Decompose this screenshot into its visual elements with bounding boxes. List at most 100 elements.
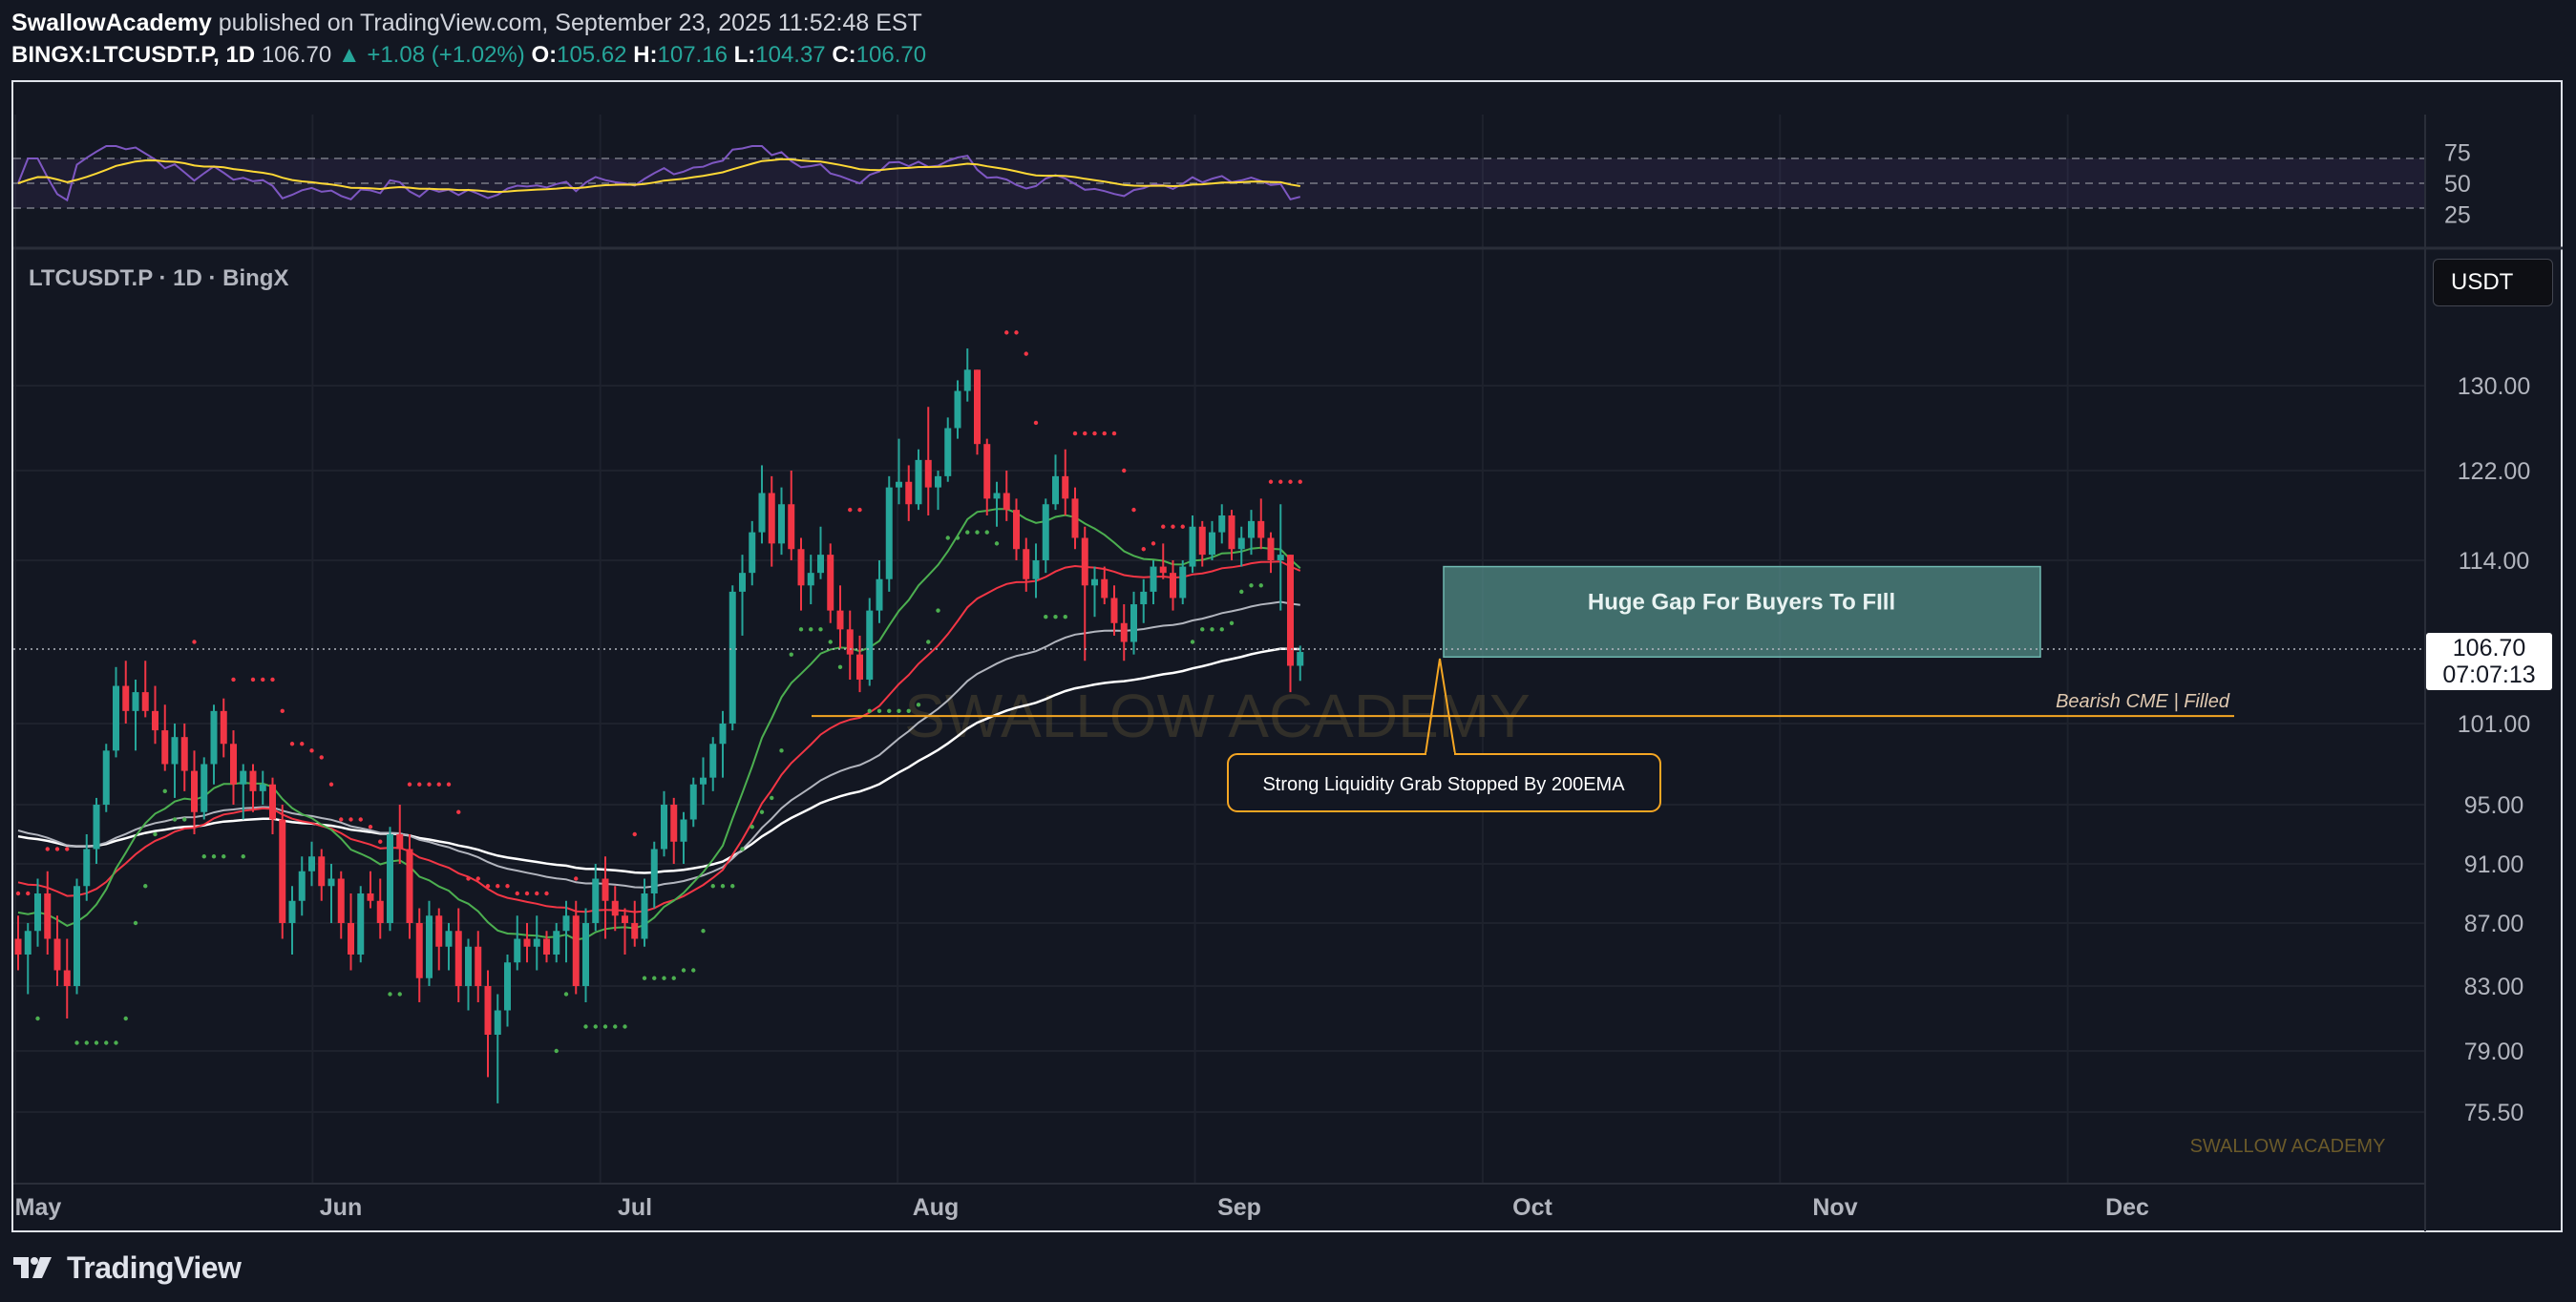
candle-body <box>709 744 717 778</box>
sar-dot <box>26 891 31 896</box>
open-value: 105.62 <box>557 42 627 68</box>
sar-dot <box>289 742 295 746</box>
author-name[interactable]: SwallowAcademy <box>11 10 212 36</box>
candle-body <box>1209 532 1215 556</box>
candle-body <box>885 487 893 579</box>
candle-body <box>778 504 785 544</box>
candle-body <box>1101 578 1109 598</box>
ema100-line <box>17 600 1300 889</box>
candle-body <box>1130 604 1137 642</box>
chart-frame[interactable] <box>11 80 2563 1232</box>
candle-body <box>543 938 550 955</box>
candle-body <box>739 573 746 592</box>
sar-dot <box>535 891 539 896</box>
sar-dot <box>1092 430 1097 436</box>
price-tick: 83.00 <box>2464 974 2524 1000</box>
candle-body <box>63 970 71 986</box>
sar-dot <box>574 876 579 881</box>
sar-dot <box>681 968 686 973</box>
rsi-tick: 50 <box>2444 171 2471 198</box>
sar-dot <box>436 782 441 787</box>
sar-dot <box>828 640 833 644</box>
sar-dot <box>563 992 569 997</box>
sar-dot <box>691 968 696 973</box>
price-tick: 91.00 <box>2464 851 2524 878</box>
candle-body <box>327 878 335 887</box>
time-tick: Dec <box>2105 1194 2149 1221</box>
candle-body <box>836 610 844 630</box>
sar-dot <box>887 708 892 714</box>
sar-dot <box>241 854 245 859</box>
price-axis: 130.00 122.00 114.00 101.00 95.00 91.00 87.00 8… <box>13 115 2563 1231</box>
candle-body <box>993 493 1001 499</box>
candle-body <box>719 724 727 745</box>
price-tick: 75.50 <box>2464 1100 2524 1126</box>
sar-dot <box>1239 589 1244 595</box>
sar-dot <box>15 891 21 896</box>
tradingview-logo-icon[interactable] <box>11 1253 57 1282</box>
sar-dot <box>984 530 989 535</box>
currency-button[interactable]: USDT <box>2433 259 2553 306</box>
sar-dot <box>759 809 765 814</box>
sar-dot <box>192 640 197 644</box>
sar-dot <box>1072 430 1078 436</box>
publish-header: SwallowAcademy published on TradingView.… <box>11 6 922 40</box>
candle-body <box>1297 652 1304 666</box>
candle-body <box>562 915 570 932</box>
sar-dot <box>368 825 373 830</box>
time-tick: Aug <box>913 1194 960 1221</box>
candle-body <box>846 629 854 655</box>
candle-body <box>348 923 354 955</box>
sar-dot <box>1024 351 1028 356</box>
sar-dot <box>1210 627 1214 632</box>
candle-body <box>230 744 237 785</box>
candle-body <box>1042 504 1049 560</box>
candle-body <box>357 893 365 955</box>
time-tick: Jun <box>320 1194 362 1221</box>
sar-dot <box>162 788 167 794</box>
watermark-small: SWALLOW ACADEMY <box>2190 1136 2386 1157</box>
sar-dot <box>515 891 519 896</box>
sar-dot <box>133 920 138 926</box>
sar-dot <box>701 929 706 934</box>
candle-body <box>553 931 560 955</box>
sar-dot <box>524 891 530 896</box>
sar-dot <box>1033 420 1039 426</box>
candle-body <box>533 938 540 947</box>
sar-dot <box>358 817 363 822</box>
price-tick: 114.00 <box>2459 548 2530 575</box>
sar-dot <box>1131 507 1136 513</box>
candle-body <box>592 878 600 923</box>
sar-dot <box>446 782 452 787</box>
sar-dot <box>867 708 872 714</box>
candle-body <box>435 915 443 947</box>
sar-dot <box>35 1016 40 1021</box>
candle-body <box>983 444 991 499</box>
sar-dot <box>652 976 657 980</box>
candle-body <box>376 900 384 923</box>
ema200-line <box>17 647 1300 874</box>
close-label: C: <box>832 42 856 68</box>
tradingview-brand[interactable]: TradingView <box>67 1250 242 1285</box>
sar-dot <box>583 1024 588 1029</box>
sar-dot <box>857 507 862 513</box>
sar-dot <box>1161 524 1166 529</box>
sar-dot <box>1141 547 1146 552</box>
candle-body <box>1277 555 1284 560</box>
candle-body <box>494 1010 501 1035</box>
candle-body <box>905 481 913 505</box>
price-tick: 101.00 <box>2458 711 2530 738</box>
candle-body <box>1237 537 1245 550</box>
candle-body <box>1267 537 1275 560</box>
candle-body <box>288 900 296 923</box>
sar-dot <box>1258 583 1263 588</box>
sar-dot <box>182 817 187 822</box>
candle-body <box>924 459 932 488</box>
candle-body <box>426 915 433 978</box>
sar-dot <box>231 677 236 682</box>
sar-dot <box>84 1040 89 1045</box>
candle-body <box>1287 555 1294 666</box>
candle-body <box>1248 520 1255 538</box>
rsi-tick: 75 <box>2444 140 2471 167</box>
